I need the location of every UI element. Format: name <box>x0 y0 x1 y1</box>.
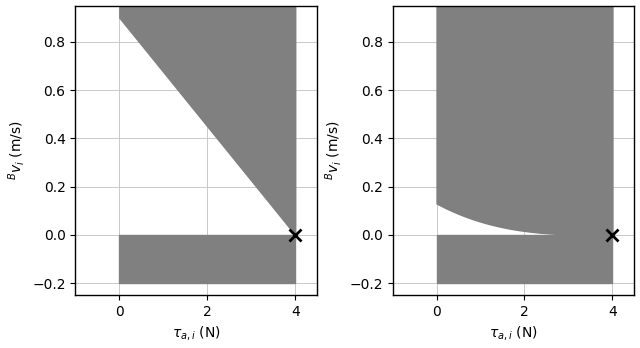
Y-axis label: $^Bv_i$ (m/s): $^Bv_i$ (m/s) <box>323 120 344 180</box>
Y-axis label: $^Bv_i$ (m/s): $^Bv_i$ (m/s) <box>6 120 26 180</box>
X-axis label: $\tau_{a,i}$ (N): $\tau_{a,i}$ (N) <box>172 324 221 342</box>
X-axis label: $\tau_{a,i}$ (N): $\tau_{a,i}$ (N) <box>489 324 538 342</box>
